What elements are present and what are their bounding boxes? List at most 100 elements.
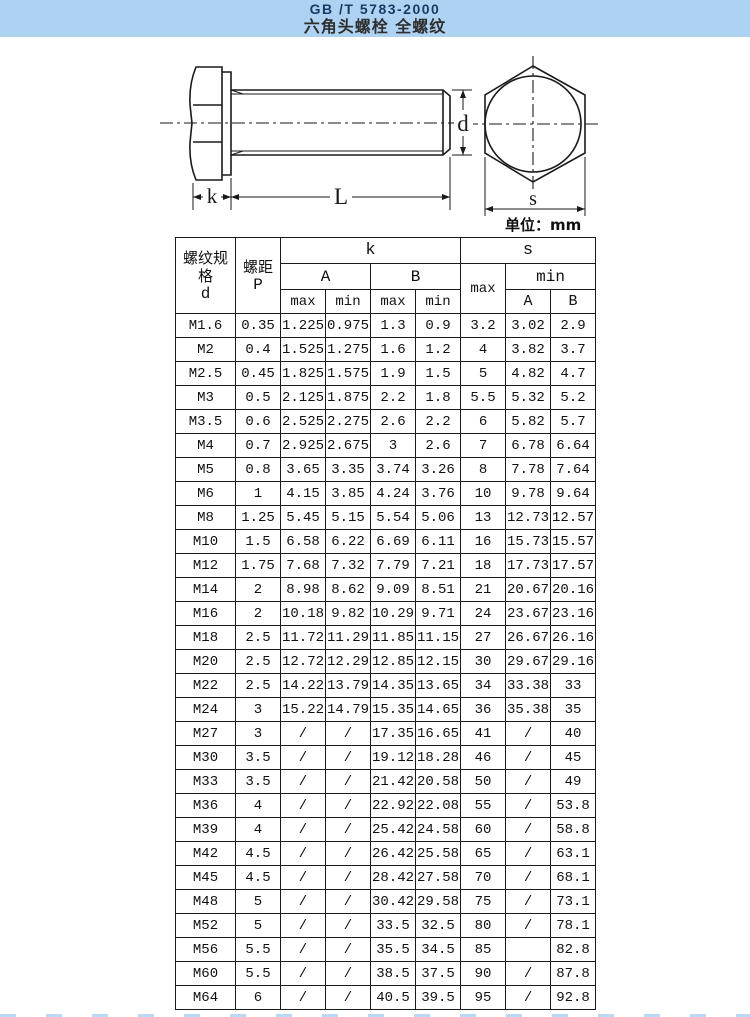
table-row: M60 5.5//38.5 37.5 90/87.8	[175, 961, 597, 986]
value-cell: 3.5	[235, 745, 281, 770]
value-cell: /	[280, 745, 326, 770]
value-cell: 5.15	[325, 505, 371, 530]
value-cell: 9.09	[370, 577, 416, 602]
table-row: M24 3 15.22 14.79 15.35 14.65 36 35.38 35	[175, 697, 597, 722]
value-cell: /	[280, 937, 326, 962]
value-cell: 36	[460, 697, 507, 722]
standard-number: GB /T 5783-2000	[309, 1, 441, 17]
value-cell: /	[505, 793, 552, 818]
value-cell: 16.65	[414, 721, 462, 746]
table-row: M3.5 0.6 2.525 2.275 2.6 2.2 6 5.82 5.7	[175, 409, 597, 434]
value-cell: 6.64	[550, 433, 597, 458]
value-cell: 6.78	[505, 433, 552, 458]
value-cell: 5.5	[460, 385, 507, 410]
thread-spec-cell: M5	[175, 457, 236, 482]
value-cell: 20.58	[414, 769, 462, 794]
thread-spec-cell: M39	[175, 817, 236, 842]
value-cell: 58.8	[550, 817, 597, 842]
value-cell: 24	[460, 601, 507, 626]
value-cell: /	[325, 889, 371, 914]
value-cell: 78.1	[550, 913, 597, 938]
value-cell: 63.1	[550, 841, 597, 866]
value-cell: 11.29	[325, 625, 371, 650]
value-cell: 33.5	[370, 913, 416, 938]
value-cell: 2.925	[280, 433, 326, 458]
value-cell: 2	[235, 577, 281, 602]
value-cell: 29.58	[414, 889, 462, 914]
value-cell: 1.25	[235, 505, 281, 530]
table-header-row-3: max min max min A B	[176, 289, 597, 314]
value-cell: 8.51	[414, 577, 462, 602]
value-cell: 5.5	[235, 961, 281, 986]
value-cell: 15.22	[280, 697, 326, 722]
value-cell: 26.16	[550, 625, 597, 650]
header-k-B: B	[369, 263, 462, 290]
table-header-row-1: 螺纹规 格 d 螺距 P k s	[175, 237, 597, 314]
value-cell: 95	[460, 985, 507, 1010]
value-cell	[505, 937, 552, 962]
thread-spec-cell: M64	[175, 985, 236, 1010]
unit-label: 单位：mm	[505, 216, 582, 234]
value-cell: /	[325, 937, 371, 962]
value-cell: 0.7	[235, 433, 281, 458]
value-cell: 2.125	[280, 385, 326, 410]
value-cell: 1.5	[235, 529, 281, 554]
thread-spec-cell: M27	[175, 721, 236, 746]
value-cell: 12.29	[325, 649, 371, 674]
value-cell: /	[505, 865, 552, 890]
value-cell: /	[505, 841, 552, 866]
spec-table-body: M1.6 0.35 1.225 0.975 1.3 0.9 3.2 3.02 2.9 M2 0.4 1…	[175, 313, 597, 1010]
value-cell: 65	[460, 841, 507, 866]
table-row: M12 1.75 7.68 7.32 7.79 7.21 18 17.73 17.57	[175, 553, 597, 578]
value-cell: 10.18	[280, 601, 326, 626]
value-cell: 40.5	[370, 985, 416, 1010]
value-cell: 17.35	[370, 721, 416, 746]
thread-spec-cell: M60	[175, 961, 236, 986]
value-cell: 9.64	[550, 481, 597, 506]
thread-spec-cell: M42	[175, 841, 236, 866]
value-cell: 7.68	[280, 553, 326, 578]
header-s-min-B: B	[550, 289, 597, 314]
value-cell: /	[280, 817, 326, 842]
dim-label-d: d	[457, 111, 469, 136]
header-k-A-max: max	[280, 289, 326, 314]
value-cell: 70	[460, 865, 507, 890]
thread-spec-cell: M6	[175, 481, 236, 506]
value-cell: 35.5	[370, 937, 416, 962]
value-cell: 12.85	[370, 649, 416, 674]
value-cell: 19.12	[370, 745, 416, 770]
value-cell: 37.5	[414, 961, 462, 986]
table-row: M20 2.5 12.72 12.29 12.85 12.15 30 29.67 29.16	[175, 649, 597, 674]
value-cell: 85	[460, 937, 507, 962]
table-row: M45 4.5//28.42 27.58 70/68.1	[175, 865, 597, 890]
table-row: M18 2.5 11.72 11.29 11.85 11.15 27 26.67 26.16	[175, 625, 597, 650]
table-row: M39 4//25.42 24.58 60/58.8	[175, 817, 597, 842]
header-pitch-line2: P	[253, 275, 263, 294]
header-thread-spec-line1: 螺纹规	[182, 248, 228, 267]
value-cell: 21.42	[370, 769, 416, 794]
value-cell: /	[280, 721, 326, 746]
thread-spec-cell: M8	[175, 505, 236, 530]
bottom-crop-strip	[0, 1014, 750, 1017]
dim-label-L: L	[334, 184, 348, 209]
value-cell: 6.69	[370, 529, 416, 554]
table-row: M30 3.5//19.12 18.28 46/45	[175, 745, 597, 770]
table-row: M52 5//33.5 32.5 80/78.1	[175, 913, 597, 938]
value-cell: 24.58	[414, 817, 462, 842]
value-cell: 5	[460, 361, 507, 386]
value-cell: 7.78	[505, 457, 552, 482]
header-s-max: max	[460, 263, 507, 314]
value-cell: 0.5	[235, 385, 281, 410]
value-cell: 4.7	[550, 361, 597, 386]
value-cell: 4	[235, 817, 281, 842]
value-cell: 2.275	[325, 409, 371, 434]
value-cell: 92.8	[550, 985, 597, 1010]
table-row: M8 1.25 5.45 5.15 5.54 5.06 13 12.73 12.57	[175, 505, 597, 530]
value-cell: /	[505, 721, 552, 746]
value-cell: 6	[460, 409, 507, 434]
value-cell: 4	[235, 793, 281, 818]
value-cell: 3.02	[505, 313, 552, 338]
value-cell: 14.79	[325, 697, 371, 722]
value-cell: /	[280, 985, 326, 1010]
value-cell: 2.2	[414, 409, 462, 434]
